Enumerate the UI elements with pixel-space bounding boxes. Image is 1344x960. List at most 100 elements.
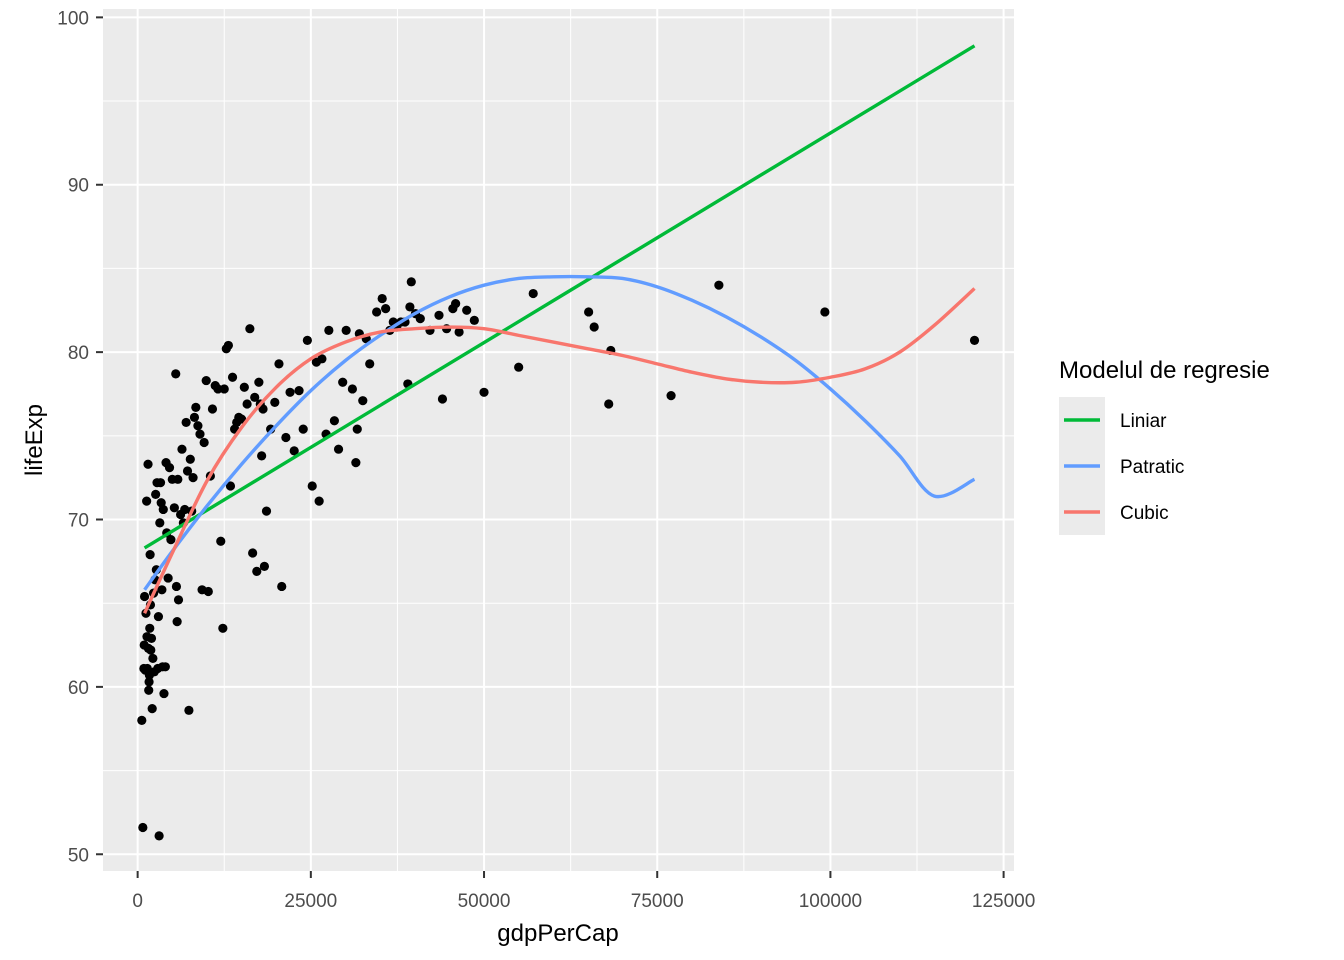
data-point — [184, 705, 194, 715]
y-axis-ticks: 50 60 70 80 90 100 — [57, 8, 103, 866]
data-point — [341, 325, 351, 335]
data-point — [252, 566, 262, 576]
data-point — [171, 369, 181, 379]
data-point — [254, 377, 264, 387]
data-point — [666, 391, 676, 401]
data-point — [307, 481, 317, 491]
data-point — [146, 645, 156, 655]
data-point — [199, 437, 209, 448]
data-point — [143, 459, 153, 469]
data-point — [358, 396, 368, 406]
data-point — [415, 314, 425, 324]
data-point — [248, 548, 258, 558]
data-point — [347, 384, 357, 394]
data-point — [151, 489, 161, 499]
x-tick-label: 100000 — [799, 891, 862, 912]
data-point — [289, 446, 299, 456]
data-point — [451, 298, 461, 309]
data-point — [469, 315, 479, 325]
data-point — [223, 340, 233, 351]
data-point — [160, 662, 170, 672]
x-tick-label: 125000 — [972, 891, 1035, 912]
data-point — [281, 432, 291, 443]
data-point — [207, 404, 218, 414]
data-point — [365, 359, 375, 369]
data-point — [245, 324, 255, 334]
y-tick-label: 90 — [68, 176, 89, 197]
x-axis-ticks: 0 25000 50000 75000 100000 125000 — [132, 871, 1035, 912]
x-tick-label: 50000 — [458, 891, 511, 912]
data-point — [302, 335, 312, 346]
data-point — [324, 325, 334, 335]
data-point — [338, 377, 348, 387]
data-point — [329, 416, 339, 426]
data-point — [139, 591, 150, 602]
data-point — [154, 831, 164, 841]
data-point — [218, 623, 228, 633]
data-point — [173, 474, 183, 484]
data-point — [236, 414, 247, 424]
data-point — [714, 280, 724, 290]
data-point — [352, 424, 362, 434]
series-line-patratic — [143, 274, 976, 591]
data-point — [333, 444, 344, 454]
data-point — [153, 611, 164, 622]
data-point — [172, 617, 182, 627]
data-point — [159, 688, 169, 699]
data-point — [164, 463, 175, 473]
data-point — [258, 404, 268, 414]
grid-minor — [103, 9, 1014, 871]
data-point — [180, 504, 190, 515]
x-tick-label: 75000 — [631, 891, 684, 912]
y-tick-label: 50 — [68, 845, 89, 866]
data-point — [137, 715, 147, 725]
data-point — [163, 573, 173, 583]
data-point — [969, 335, 980, 346]
series-line-liniar — [143, 44, 976, 550]
data-point — [261, 506, 272, 516]
data-point — [144, 685, 154, 695]
data-point — [479, 387, 489, 397]
data-point — [406, 277, 416, 287]
data-point — [259, 561, 270, 571]
legend-label-patratic: Patratic — [1120, 457, 1184, 478]
data-point — [298, 424, 308, 434]
legend: Modelul de regresie Liniar Patratic Cubic — [1059, 357, 1270, 535]
grid-major — [103, 9, 1014, 871]
x-tick-label: 25000 — [284, 891, 337, 912]
legend-label-liniar: Liniar — [1120, 411, 1167, 432]
data-point — [257, 451, 267, 461]
data-point — [138, 822, 148, 833]
y-tick-label: 60 — [68, 678, 89, 699]
data-point — [225, 481, 236, 491]
data-point — [589, 322, 599, 332]
data-point — [182, 466, 193, 476]
data-point — [242, 399, 252, 409]
data-point — [820, 307, 830, 317]
data-point — [201, 375, 211, 386]
data-point — [171, 581, 182, 592]
y-tick-label: 100 — [57, 8, 89, 29]
y-axis-title: lifeExp — [21, 404, 48, 476]
data-point — [277, 581, 287, 592]
data-point — [148, 653, 158, 664]
legend-title: Modelul de regresie — [1059, 357, 1270, 384]
data-point — [155, 518, 165, 528]
data-point — [177, 444, 187, 454]
data-point — [185, 454, 195, 464]
data-point — [604, 399, 614, 409]
data-point — [216, 536, 226, 546]
data-point — [145, 623, 155, 633]
x-tick-label: 0 — [132, 891, 143, 912]
data-point — [351, 457, 361, 468]
data-point — [158, 504, 168, 515]
panel-background — [103, 9, 1014, 871]
data-point — [285, 387, 295, 397]
data-point — [270, 397, 280, 407]
data-point — [227, 372, 238, 382]
data-point — [144, 677, 154, 687]
data-point — [181, 417, 191, 428]
series-line-cubic — [143, 287, 976, 614]
y-tick-label: 70 — [68, 511, 89, 532]
